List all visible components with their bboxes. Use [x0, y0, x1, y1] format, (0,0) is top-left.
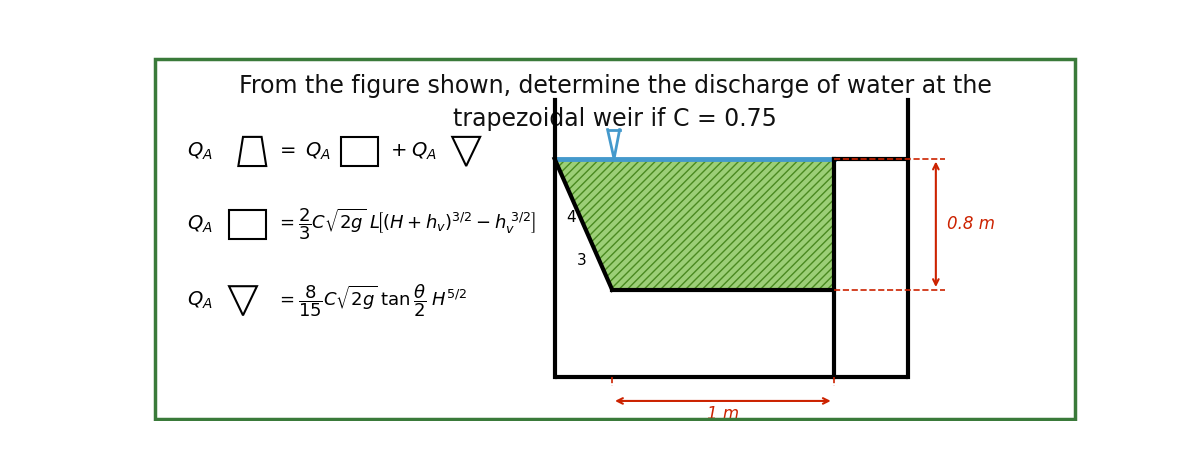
Text: $= \dfrac{2}{3}C\sqrt{2g}\;L\!\left[(H+h_v)^{3/2} - h_v^{\;3/2}\right]$: $= \dfrac{2}{3}C\sqrt{2g}\;L\!\left[(H+h…: [276, 207, 536, 242]
Text: From the figure shown, determine the discharge of water at the: From the figure shown, determine the dis…: [239, 74, 991, 98]
Text: $= \dfrac{8}{15}C\sqrt{2g}\;\tan\dfrac{\theta}{2}\;H^{5/2}$: $= \dfrac{8}{15}C\sqrt{2g}\;\tan\dfrac{\…: [276, 282, 467, 319]
Text: 4: 4: [566, 210, 576, 225]
Text: $Q_{A}$: $Q_{A}$: [187, 214, 212, 235]
Text: 3: 3: [577, 253, 587, 268]
Text: $+ \; Q_{A}$: $+ \; Q_{A}$: [390, 141, 437, 162]
Text: 0.8 m: 0.8 m: [947, 215, 995, 233]
Text: trapezoidal weir if C = 0.75: trapezoidal weir if C = 0.75: [454, 107, 776, 131]
Text: $Q_{A}$: $Q_{A}$: [187, 141, 212, 162]
Text: 1 m: 1 m: [707, 404, 739, 422]
Text: $= \; Q_{A}$: $= \; Q_{A}$: [276, 141, 330, 162]
Text: $Q_{A}$: $Q_{A}$: [187, 290, 212, 311]
Polygon shape: [554, 159, 834, 290]
